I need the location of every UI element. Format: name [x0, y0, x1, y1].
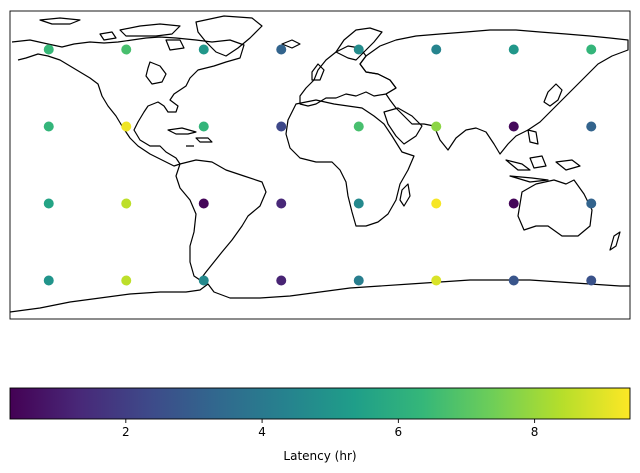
- data-point: [508, 121, 519, 132]
- data-point: [508, 198, 519, 209]
- data-point: [198, 121, 209, 132]
- data-point: [353, 198, 364, 209]
- data-point: [508, 44, 519, 55]
- coastline-asia: [359, 29, 629, 155]
- data-point: [121, 121, 132, 132]
- data-point: [198, 44, 209, 55]
- points-layer: [43, 44, 597, 286]
- coastline-japan: [543, 83, 563, 107]
- colorbar-label: Latency (hr): [283, 449, 356, 463]
- coastline-australia: [517, 179, 593, 237]
- colorbar-ticks: 2 4 6 8: [122, 419, 538, 439]
- coastline-north-america: [11, 36, 245, 167]
- data-point: [353, 121, 364, 132]
- colorbar-tick-label: 6: [395, 425, 403, 439]
- coastline-new-zealand: [609, 231, 621, 251]
- data-point: [431, 44, 442, 55]
- coastline-antarctica: [10, 279, 630, 313]
- coastlines: [10, 15, 630, 313]
- coastline-caribbean: [167, 127, 213, 147]
- data-point: [586, 121, 597, 132]
- coastline-madagascar: [399, 183, 411, 207]
- colorbar-tick-label: 8: [531, 425, 539, 439]
- colorbar: 2 4 6 8 Latency (hr): [9, 387, 631, 463]
- data-point: [431, 275, 442, 286]
- map-background: [10, 11, 630, 319]
- colorbar-tick-label: 4: [258, 425, 266, 439]
- coastline-uk-iceland: [281, 39, 325, 81]
- data-point: [198, 198, 209, 209]
- data-point: [353, 44, 364, 55]
- coastline-africa: [285, 99, 415, 227]
- data-point: [508, 275, 519, 286]
- data-point: [353, 275, 364, 286]
- coastline-indonesia: [505, 129, 581, 183]
- data-point: [43, 121, 54, 132]
- data-point: [276, 121, 287, 132]
- data-point: [586, 44, 597, 55]
- coastline-arabia: [383, 107, 423, 145]
- data-point: [431, 198, 442, 209]
- data-point: [121, 198, 132, 209]
- coastline-greenland: [195, 15, 263, 57]
- data-point: [43, 275, 54, 286]
- data-point: [586, 275, 597, 286]
- data-point: [43, 44, 54, 55]
- data-point: [198, 275, 209, 286]
- coastline-arctic-islands: [39, 17, 185, 51]
- map-axes: [9, 10, 631, 320]
- data-point: [431, 121, 442, 132]
- data-point: [586, 198, 597, 209]
- data-point: [276, 275, 287, 286]
- data-point: [276, 198, 287, 209]
- data-point: [276, 44, 287, 55]
- colorbar-gradient: [9, 387, 631, 420]
- data-point: [43, 198, 54, 209]
- coastline-scandinavia: [335, 27, 383, 61]
- map-frame: [9, 10, 631, 320]
- colorbar-tick-label: 2: [122, 425, 130, 439]
- coastline-hudson-bay: [145, 61, 167, 85]
- data-point: [121, 275, 132, 286]
- coastline-south-america: [175, 159, 267, 281]
- data-point: [121, 44, 132, 55]
